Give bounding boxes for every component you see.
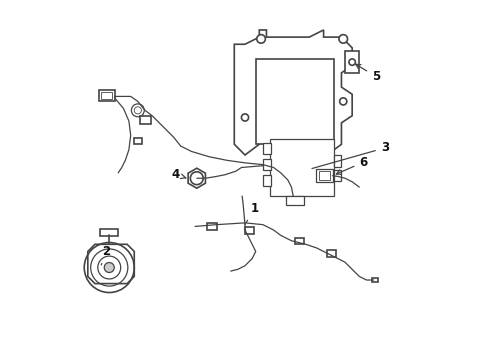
Text: 1: 1 <box>246 202 259 222</box>
Circle shape <box>131 104 144 117</box>
Bar <box>295 238 304 244</box>
Bar <box>98 90 115 102</box>
Circle shape <box>242 114 248 121</box>
Circle shape <box>349 59 355 65</box>
Circle shape <box>190 172 203 185</box>
Bar <box>134 138 143 144</box>
Bar <box>256 59 334 144</box>
Bar <box>334 170 342 181</box>
Circle shape <box>84 243 134 293</box>
Bar <box>140 116 151 124</box>
Circle shape <box>257 35 266 43</box>
Text: 4: 4 <box>172 168 186 181</box>
Bar <box>334 156 342 167</box>
Bar <box>263 175 270 186</box>
Bar <box>263 143 270 154</box>
Bar <box>207 223 218 230</box>
Bar <box>286 196 304 205</box>
Bar <box>317 169 333 182</box>
Bar <box>372 278 378 282</box>
Circle shape <box>91 249 128 286</box>
Bar <box>318 171 330 180</box>
Bar <box>100 229 118 237</box>
Text: 5: 5 <box>356 64 380 83</box>
Circle shape <box>339 35 347 43</box>
Bar <box>345 51 359 73</box>
Text: 6: 6 <box>336 156 368 174</box>
Bar <box>263 159 270 170</box>
Circle shape <box>340 98 347 105</box>
Bar <box>100 92 112 99</box>
Bar <box>270 139 334 196</box>
Text: 2: 2 <box>101 245 110 265</box>
Text: 3: 3 <box>312 141 389 168</box>
Bar <box>327 250 336 257</box>
Circle shape <box>134 107 142 114</box>
Circle shape <box>104 262 114 273</box>
Bar <box>245 227 254 234</box>
Circle shape <box>98 256 121 279</box>
